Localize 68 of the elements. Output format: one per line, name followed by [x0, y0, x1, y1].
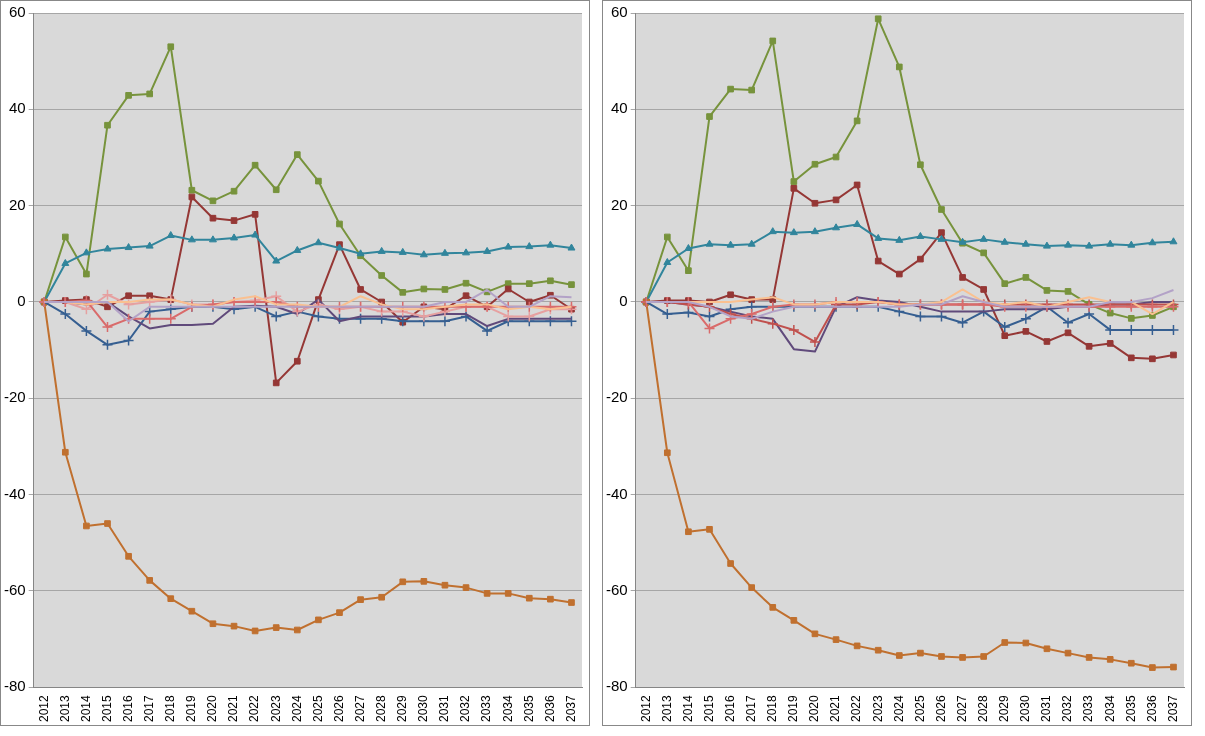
x-tick-label: 2031 [1039, 694, 1054, 723]
x-tick-label: 2033 [479, 694, 494, 723]
x-tick-label: 2012 [36, 694, 51, 723]
y-tick-label: -60 [3, 581, 26, 599]
y-tick-label: -40 [3, 484, 26, 502]
x-tick-label: 2027 [352, 694, 367, 723]
x-tick-label: 2015 [99, 694, 114, 723]
y-tick-label: 20 [8, 195, 26, 213]
x-tick-label: 2037 [563, 694, 578, 723]
x-tick-label: 2015 [701, 694, 716, 723]
x-tick-label: 2031 [437, 694, 452, 723]
x-tick-label: 2033 [1081, 694, 1096, 723]
x-tick-label: 2035 [521, 694, 536, 723]
x-tick-label: 2014 [78, 694, 93, 723]
x-tick-label: 2021 [828, 694, 843, 723]
x-tick-label: 2029 [395, 694, 410, 723]
x-tick-label: 2013 [57, 694, 72, 723]
y-tick-label: 0 [619, 292, 628, 310]
x-tick-label: 2032 [458, 694, 473, 723]
y-tick-label: 20 [610, 195, 628, 213]
x-tick-label: 2032 [1060, 694, 1075, 723]
y-tick-label: -20 [605, 388, 628, 406]
x-tick-label: 2027 [954, 694, 969, 723]
x-tick-label: 2016 [722, 694, 737, 723]
y-tick-label: -60 [605, 581, 628, 599]
x-tick-label: 2036 [1144, 694, 1159, 723]
x-tick-label: 2030 [1018, 694, 1033, 723]
x-tick-label: 2023 [870, 694, 885, 723]
y-tick-label: -20 [3, 388, 26, 406]
x-tick-label: 2022 [247, 694, 262, 723]
x-tick-label: 2020 [205, 694, 220, 723]
x-tick-label: 2034 [1102, 694, 1117, 723]
y-tick-label: -40 [605, 484, 628, 502]
x-tick-label: 2034 [500, 694, 515, 723]
y-tick-label: 40 [8, 99, 26, 117]
x-tick-label: 2019 [786, 694, 801, 723]
x-tick-label: 2025 [912, 694, 927, 723]
y-tick-label: 60 [8, 3, 26, 21]
x-tick-label: 2022 [849, 694, 864, 723]
x-tick-label: 2014 [680, 694, 695, 723]
x-tick-label: 2017 [743, 694, 758, 723]
x-tick-label: 2020 [807, 694, 822, 723]
x-tick-label: 2036 [542, 694, 557, 723]
x-tick-label: 2030 [416, 694, 431, 723]
x-tick-label: 2016 [120, 694, 135, 723]
x-tick-label: 2024 [289, 694, 304, 723]
x-tick-label: 2029 [997, 694, 1012, 723]
x-tick-label: 2017 [141, 694, 156, 723]
x-tick-label: 2018 [163, 694, 178, 723]
y-tick-label: -80 [605, 677, 628, 695]
y-tick-label: -80 [3, 677, 26, 695]
x-tick-label: 2026 [331, 694, 346, 723]
x-tick-label: 2021 [226, 694, 241, 723]
x-tick-label: 2028 [373, 694, 388, 723]
x-tick-label: 2024 [891, 694, 906, 723]
x-tick-label: 2018 [765, 694, 780, 723]
y-tick-label: 0 [17, 292, 26, 310]
x-tick-label: 2026 [933, 694, 948, 723]
y-tick-label: 60 [610, 3, 628, 21]
x-tick-label: 2037 [1165, 694, 1180, 723]
x-tick-label: 2035 [1123, 694, 1138, 723]
x-tick-label: 2019 [184, 694, 199, 723]
y-tick-label: 40 [610, 99, 628, 117]
x-tick-label: 2028 [975, 694, 990, 723]
x-tick-label: 2013 [659, 694, 674, 723]
x-tick-label: 2012 [638, 694, 653, 723]
x-tick-label: 2023 [268, 694, 283, 723]
x-tick-label: 2025 [310, 694, 325, 723]
